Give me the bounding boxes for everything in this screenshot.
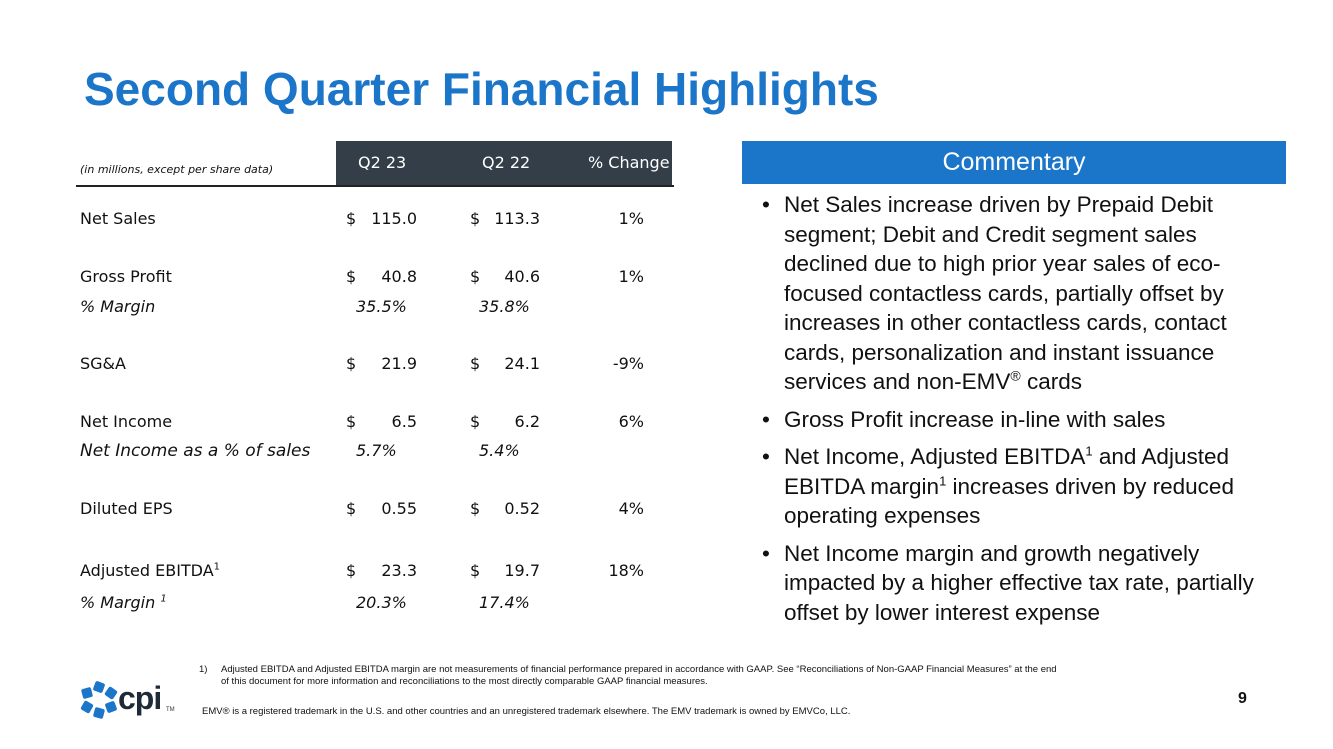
col-q2-22: Q2 22 (482, 153, 531, 172)
footnote-ref: 1 (1085, 443, 1093, 459)
value-q2-23: 115.0 (371, 209, 417, 228)
currency-symbol: $ (346, 267, 357, 286)
value-q2-22: 0.52 (504, 499, 540, 518)
currency-symbol: $ (470, 561, 481, 580)
logo-trademark: TM (166, 707, 175, 713)
bullet-marker: • (762, 192, 770, 217)
trademark-note: EMV® is a registered trademark in the U.… (202, 706, 851, 717)
row-label: Diluted EPS (80, 499, 173, 518)
bullet-text-tail: cards (1020, 369, 1082, 394)
value-q2-23: 6.5 (391, 412, 417, 431)
commentary-header: Commentary (742, 141, 1286, 184)
bullet-text: increases driven by reduced operating ex… (784, 473, 1234, 529)
bullet-marker: • (762, 540, 770, 566)
value-q2-22: 24.1 (504, 354, 540, 373)
commentary-list: • Net Sales increase driven by Prepaid D… (762, 190, 1282, 635)
row-label: % Margin (80, 297, 156, 316)
currency-symbol: $ (470, 267, 481, 286)
currency-symbol: $ (470, 499, 481, 518)
currency-symbol: $ (346, 499, 357, 518)
value-q2-23: 0.55 (381, 499, 417, 518)
currency-symbol: $ (346, 209, 357, 228)
table-header: (in millions, except per share data) Q2 … (76, 141, 674, 187)
currency-symbol: $ (346, 354, 357, 373)
footnote-ref: 1 (213, 561, 221, 573)
value-q2-22: 5.4% (479, 441, 520, 460)
bullet-text: Net Income margin and growth negatively … (784, 540, 1254, 625)
commentary-bullet: • Net Income margin and growth negativel… (762, 539, 1282, 628)
bullet-marker: • (762, 406, 770, 432)
currency-symbol: $ (346, 561, 357, 580)
row-label: SG&A (80, 354, 126, 373)
bullet-text: and Adjusted EBITDA margin (784, 444, 1229, 499)
value-q2-23: 40.8 (381, 267, 417, 286)
value-change: 4% (618, 499, 644, 518)
currency-symbol: $ (470, 412, 481, 431)
registered-mark: ® (1010, 367, 1021, 384)
column-header-bar: Q2 23 Q2 22 % Change (336, 141, 672, 185)
value-q2-22: 6.2 (514, 412, 540, 431)
value-change: 18% (608, 561, 644, 580)
bullet-marker: • (762, 444, 770, 469)
value-q2-22: 40.6 (504, 267, 540, 286)
bullet-text: Net Sales increase driven by Prepaid Deb… (784, 192, 1227, 394)
row-label: Net Income as a % of sales (80, 441, 311, 461)
value-q2-22: 35.8% (479, 297, 530, 316)
row-label: Net Sales (80, 209, 156, 228)
cpi-logo-text: cpi (118, 680, 162, 716)
currency-symbol: $ (346, 412, 357, 431)
commentary-bullet: • Net Income, Adjusted EBITDA1 and Adjus… (762, 442, 1282, 531)
row-label: Net Income (80, 412, 173, 431)
currency-symbol: $ (470, 209, 481, 228)
row-label-text: % Margin (80, 593, 156, 612)
currency-symbol: $ (470, 354, 481, 373)
value-change: -9% (612, 354, 644, 373)
page-title: Second Quarter Financial Highlights (84, 63, 879, 115)
page-number: 9 (1238, 690, 1247, 707)
value-q2-23: 21.9 (381, 354, 417, 373)
col-pct-change: % Change (588, 153, 670, 172)
value-q2-22: 17.4% (479, 593, 530, 612)
value-q2-22: 19.7 (504, 561, 540, 580)
row-label-text: Adjusted EBITDA (80, 561, 214, 580)
value-q2-23: 20.3% (356, 593, 407, 612)
financial-table: (in millions, except per share data) Q2 … (76, 141, 674, 612)
bullet-text: Gross Profit increase in-line with sales (784, 406, 1166, 432)
value-change: 1% (618, 209, 644, 228)
footnote-number: 1) (199, 664, 208, 675)
cpi-logo-icon (80, 681, 118, 719)
footnote-ref: 1 (160, 593, 167, 605)
row-label: Gross Profit (80, 267, 172, 286)
value-q2-23: 5.7% (356, 441, 397, 460)
col-q2-23: Q2 23 (358, 153, 407, 172)
commentary-bullet: • Net Sales increase driven by Prepaid D… (762, 190, 1282, 397)
bullet-text: Net Income, Adjusted EBITDA (784, 444, 1086, 469)
value-q2-23: 23.3 (381, 561, 417, 580)
row-label: % Margin 1 (80, 593, 167, 612)
footnote-ref: 1 (939, 473, 947, 488)
commentary-bullet: • Gross Profit increase in-line with sal… (762, 405, 1282, 435)
footnote-text: Adjusted EBITDA and Adjusted EBITDA marg… (221, 664, 1057, 687)
row-label: Adjusted EBITDA1 (80, 561, 220, 580)
value-change: 6% (618, 412, 644, 431)
value-q2-23: 35.5% (356, 297, 407, 316)
value-change: 1% (618, 267, 644, 286)
value-q2-22: 113.3 (494, 209, 540, 228)
units-note: (in millions, except per share data) (80, 163, 274, 176)
